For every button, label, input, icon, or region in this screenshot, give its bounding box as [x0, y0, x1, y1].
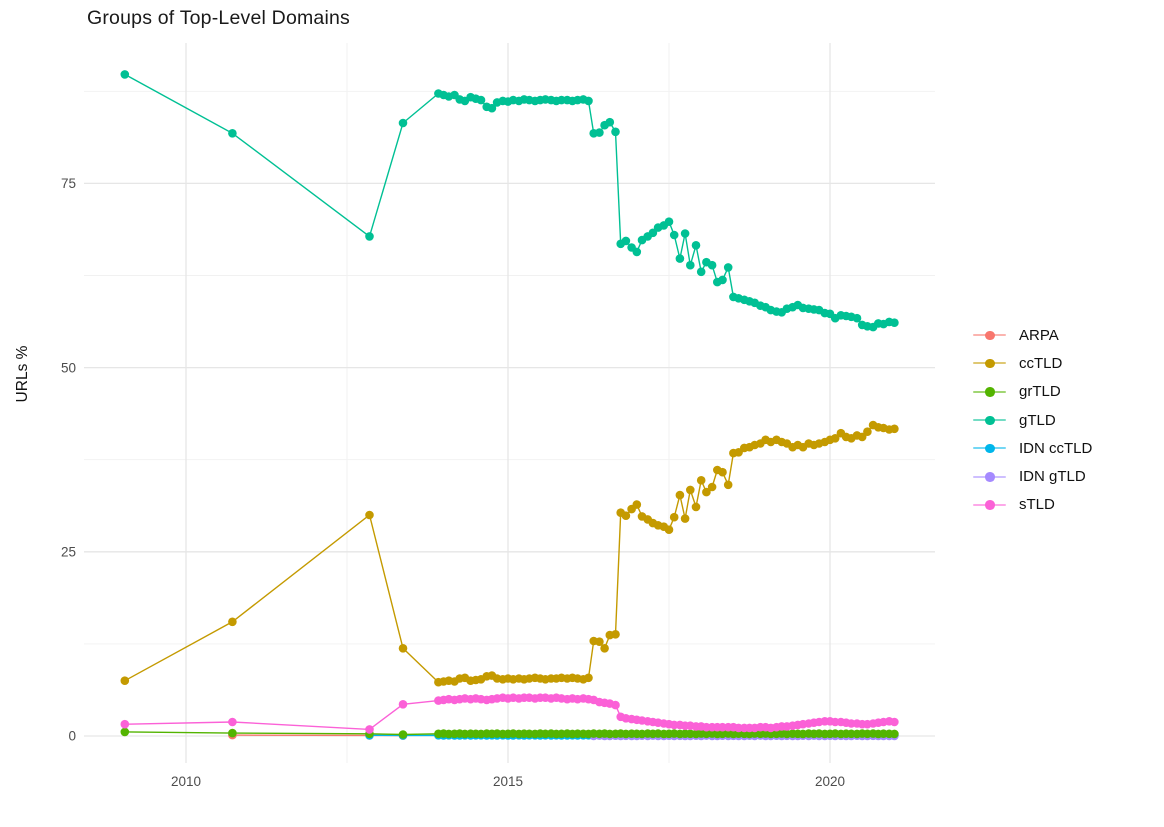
data-point-cctld: [857, 432, 867, 442]
legend-key-icon: [973, 471, 1006, 483]
y-axis-tick-label: 50: [61, 360, 76, 375]
data-point-stld: [365, 725, 374, 734]
y-axis-tick-label: 75: [61, 176, 76, 191]
data-point-cctld: [365, 510, 374, 520]
y-axis-tick-label: 0: [68, 729, 76, 744]
legend-label: sTLD: [1019, 496, 1055, 514]
data-point-gtld: [648, 228, 658, 238]
data-point-cctld: [664, 525, 674, 534]
data-point-cctld: [723, 480, 733, 490]
y-axis-tick-label: 25: [61, 545, 76, 560]
data-point-gtld: [611, 127, 620, 137]
data-point-gtld: [707, 260, 717, 270]
data-point-gtld: [398, 118, 408, 128]
data-point-gtld: [120, 70, 130, 79]
data-point-grtld: [890, 729, 899, 739]
data-point-gtld: [632, 247, 642, 257]
data-point-cctld: [600, 644, 609, 653]
chart-title: Groups of Top-Level Domains: [87, 7, 351, 29]
data-point-stld: [890, 717, 899, 727]
data-point-gtld: [669, 230, 679, 240]
data-point-cctld: [718, 467, 727, 477]
legend-key-icon: [973, 329, 1006, 341]
data-point-cctld: [621, 511, 631, 520]
data-point-stld: [398, 700, 408, 709]
data-point-gtld: [595, 128, 604, 137]
legend-item-idn-cctld: IDN ccTLD: [973, 434, 1092, 462]
legend-key-icon: [973, 442, 1006, 454]
data-point-stld: [611, 700, 620, 710]
legend-item-idn-gtld: IDN gTLD: [973, 462, 1092, 490]
legend-item-cctld: ccTLD: [973, 349, 1092, 377]
data-point-cctld: [228, 617, 237, 627]
legend-label: IDN gTLD: [1019, 468, 1086, 486]
legend-label: ccTLD: [1019, 354, 1063, 372]
legend-item-grtld: grTLD: [973, 378, 1092, 406]
series-line-gtld: [124, 73, 895, 328]
data-point-grtld: [228, 728, 237, 738]
data-point-gtld: [487, 103, 497, 113]
data-point-cctld: [120, 676, 130, 685]
data-point-gtld: [675, 254, 685, 263]
data-point-gtld: [584, 96, 593, 106]
data-point-cctld: [707, 482, 717, 492]
data-point-cctld: [632, 500, 642, 509]
data-point-gtld: [228, 129, 237, 138]
x-axis-tick-label: 2020: [815, 774, 845, 789]
data-point-cctld: [398, 644, 408, 653]
data-point-cctld: [691, 502, 701, 512]
data-point-grtld: [398, 730, 408, 739]
data-point-gtld: [621, 236, 631, 246]
legend-label: gTLD: [1019, 411, 1056, 429]
data-point-cctld: [675, 490, 685, 500]
data-point-gtld: [852, 313, 862, 323]
data-point-gtld: [476, 95, 486, 105]
legend-item-gtld: gTLD: [973, 406, 1092, 434]
legend-key-icon: [973, 414, 1006, 426]
data-point-cctld: [669, 512, 679, 522]
x-axis-tick-label: 2010: [171, 774, 201, 789]
data-point-stld: [120, 719, 130, 729]
data-point-cctld: [686, 485, 695, 495]
data-point-grtld: [120, 727, 130, 737]
legend-key-icon: [973, 357, 1006, 369]
data-point-cctld: [863, 427, 872, 437]
legend-label: IDN ccTLD: [1019, 439, 1093, 457]
data-point-gtld: [686, 260, 695, 270]
data-point-cctld: [584, 673, 593, 683]
data-point-cctld: [830, 434, 840, 443]
data-point-cctld: [696, 476, 706, 485]
legend-label: ARPA: [1019, 326, 1059, 344]
data-point-gtld: [691, 241, 701, 250]
data-point-cctld: [890, 424, 899, 434]
data-point-gtld: [723, 263, 733, 272]
data-point-cctld: [595, 637, 604, 646]
legend: ARPA ccTLD grTLD gTLD IDN ccTLD IDN gTLD sTLD: [973, 321, 1092, 519]
data-point-gtld: [890, 318, 899, 328]
legend-item-stld: sTLD: [973, 491, 1092, 519]
legend-label: grTLD: [1019, 383, 1061, 401]
x-axis-tick-label: 2015: [493, 774, 523, 789]
data-point-gtld: [696, 267, 706, 277]
data-point-gtld: [718, 275, 727, 285]
data-point-gtld: [680, 229, 690, 238]
data-point-cctld: [702, 487, 711, 497]
data-point-cctld: [680, 514, 690, 523]
legend-key-icon: [973, 499, 1006, 511]
data-point-gtld: [664, 217, 674, 226]
data-point-gtld: [365, 232, 374, 241]
data-point-stld: [228, 717, 237, 727]
data-point-gtld: [605, 117, 615, 127]
legend-key-icon: [973, 386, 1006, 398]
legend-item-arpa: ARPA: [973, 321, 1092, 349]
data-point-cctld: [611, 630, 620, 639]
